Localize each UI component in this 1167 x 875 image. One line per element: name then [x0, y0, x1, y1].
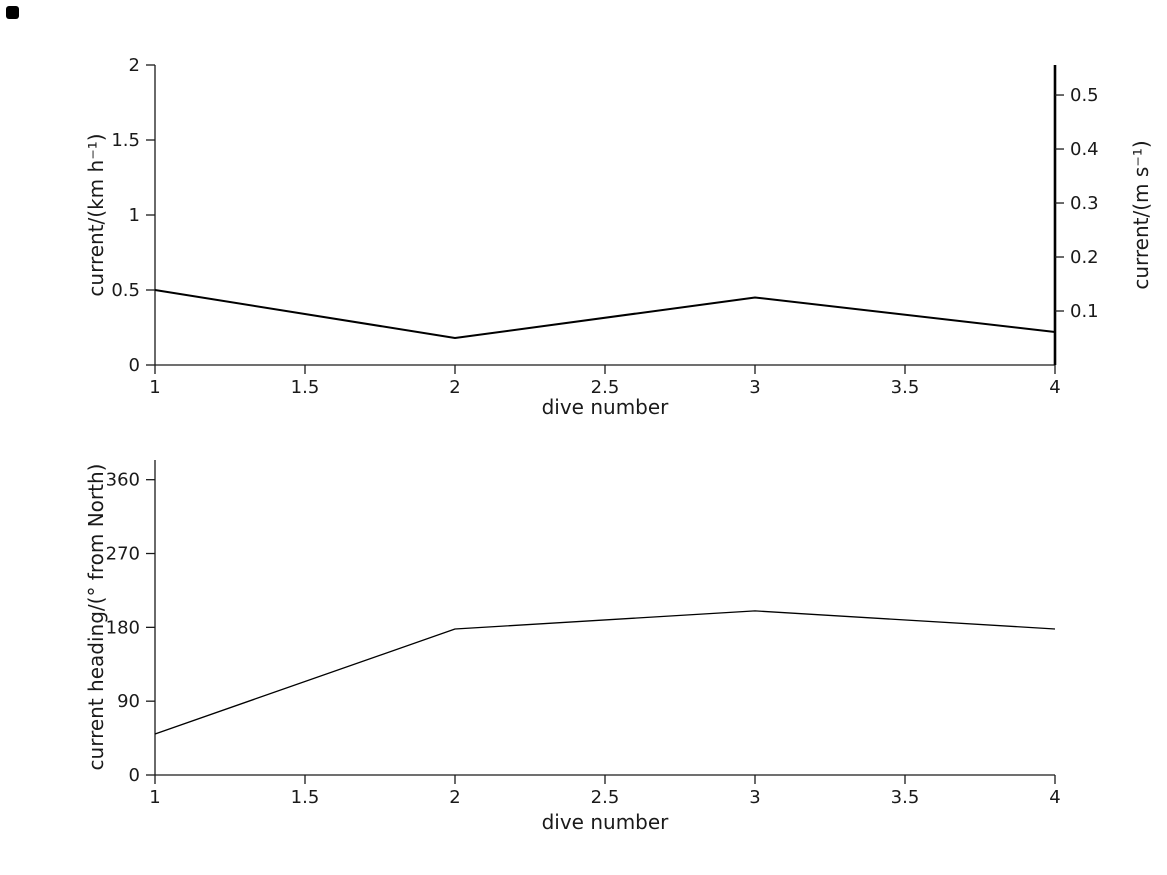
top-chart-x-axis-label: dive number	[541, 395, 669, 419]
y-tick-label: 1	[129, 205, 140, 226]
x-tick-label: 2.5	[591, 377, 620, 398]
y-tick-label: 270	[106, 544, 140, 565]
y-tick-label: 90	[117, 691, 140, 712]
x-tick-label: 2	[449, 787, 460, 808]
x-tick-label: 3.5	[891, 787, 920, 808]
x-tick-label: 2.5	[591, 787, 620, 808]
x-tick-label: 1.5	[291, 787, 320, 808]
x-tick-label: 1	[149, 787, 160, 808]
y-tick-label: 180	[106, 617, 140, 638]
data-line	[154, 289, 1056, 339]
corner-artifact	[6, 6, 19, 19]
y-tick-label: 2	[129, 55, 140, 76]
right-y-tick-label: 0.3	[1070, 193, 1099, 214]
right-y-tick-label: 0.4	[1070, 139, 1099, 160]
bottom-chart-x-axis-label: dive number	[541, 810, 669, 834]
x-tick-label: 3	[749, 787, 760, 808]
right-y-tick-label: 0.1	[1070, 301, 1099, 322]
x-tick-label: 4	[1049, 377, 1060, 398]
right-y-tick-label: 0.5	[1070, 85, 1099, 106]
y-tick-label: 0.5	[111, 280, 140, 301]
x-tick-label: 2	[449, 377, 460, 398]
y-tick-label: 0	[129, 355, 140, 376]
x-tick-label: 1	[149, 377, 160, 398]
bottom-chart-y-axis-label: current heading/(° from North)	[84, 463, 108, 771]
x-tick-label: 3.5	[891, 377, 920, 398]
x-tick-label: 3	[749, 377, 760, 398]
top-chart-right-y-axis-label: current/(m s⁻¹)	[1129, 140, 1153, 290]
top-chart-left-y-axis-label: current/(km h⁻¹)	[84, 133, 108, 297]
x-tick-label: 4	[1049, 787, 1060, 808]
data-line	[154, 610, 1056, 735]
y-tick-label: 1.5	[111, 130, 140, 151]
x-tick-label: 1.5	[291, 377, 320, 398]
y-tick-label: 0	[129, 765, 140, 786]
y-tick-label: 360	[106, 470, 140, 491]
right-y-tick-label: 0.2	[1070, 247, 1099, 268]
